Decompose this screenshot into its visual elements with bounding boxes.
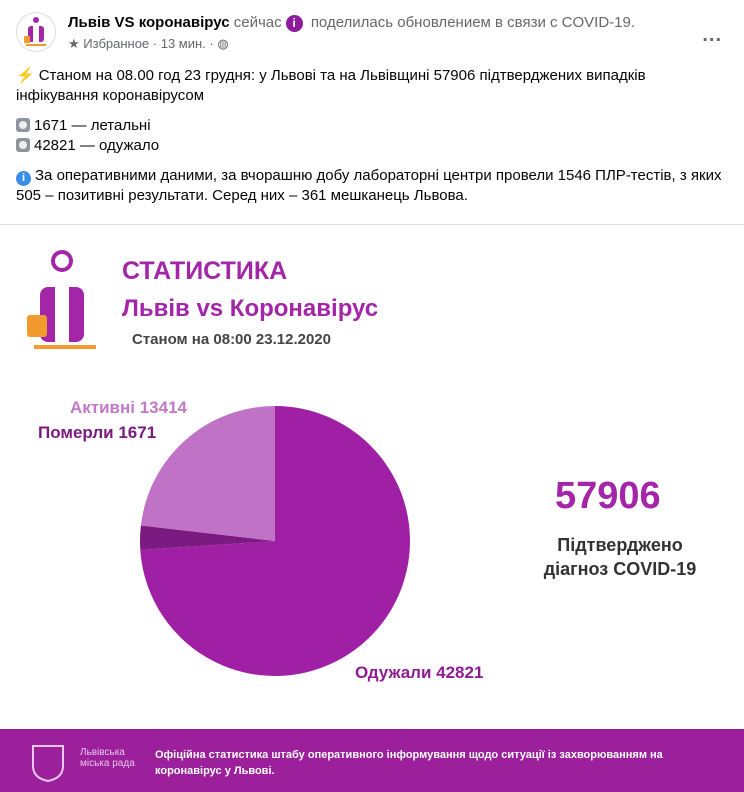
total-cases: 57906 [555, 475, 661, 517]
post-age[interactable]: 13 мин. [160, 36, 206, 51]
label-dead: Померли 1671 [38, 423, 157, 442]
label-recovered: Одужали 42821 [355, 663, 484, 682]
infographic-image[interactable]: СТАТИСТИКА Львів vs Коронавірус Станом н… [0, 224, 744, 792]
footer-logo-text: Львівська міська рада [80, 747, 135, 769]
author-link[interactable]: Львів VS коронавірус [68, 14, 230, 31]
globe-icon: ◍ [217, 36, 229, 51]
pie-slice-Активні [140, 406, 275, 541]
post-header: Львів VS коронавірус сейчас i поделилась … [16, 12, 635, 52]
post-text-line1: Станом на 08.00 год 23 грудня: у Львові … [16, 67, 646, 104]
info-line: За оперативними даними, за вчорашню добу… [16, 167, 722, 204]
info-icon: i [285, 15, 303, 32]
infographic-subtitle: Львів vs Коронавірус [122, 295, 379, 322]
post-body: ⚡ Станом на 08.00 год 23 грудня: у Львові… [16, 66, 726, 216]
infographic-footer: Львівська міська рада Офіційна статистик… [0, 729, 744, 792]
dead-line: 1671 — летальні [34, 117, 151, 134]
button-emoji-icon [16, 138, 30, 152]
more-options-button[interactable]: ... [702, 24, 722, 46]
avatar[interactable] [16, 12, 56, 52]
infographic-title: СТАТИСТИКА [122, 257, 288, 285]
info-icon: i [16, 171, 31, 186]
post-action: поделилась обновлением в связи с COVID-1… [310, 14, 636, 31]
time-now: сейчас [233, 14, 282, 31]
star-icon: ★ [68, 36, 80, 51]
pie-slice-Одужали [140, 406, 410, 676]
favorites-label[interactable]: Избранное [83, 36, 150, 51]
infographic-date: Станом на 08:00 23.12.2020 [132, 331, 331, 348]
pie-chart [139, 406, 410, 676]
button-emoji-icon [16, 118, 30, 132]
footer-text: Офіційна статистика штабу оперативного і… [155, 749, 663, 777]
label-active: Активні 13414 [70, 398, 187, 417]
total-label: Підтверджено діагноз COVID-19 [543, 535, 697, 579]
doctor-logo-icon [24, 17, 46, 46]
pie-slice-Померли [139, 525, 275, 550]
lightning-icon: ⚡ [16, 67, 35, 84]
recovered-line: 42821 — одужало [34, 137, 160, 154]
lviv-coat-of-arms-icon [32, 745, 64, 783]
doctor-illustration-icon [27, 250, 96, 349]
